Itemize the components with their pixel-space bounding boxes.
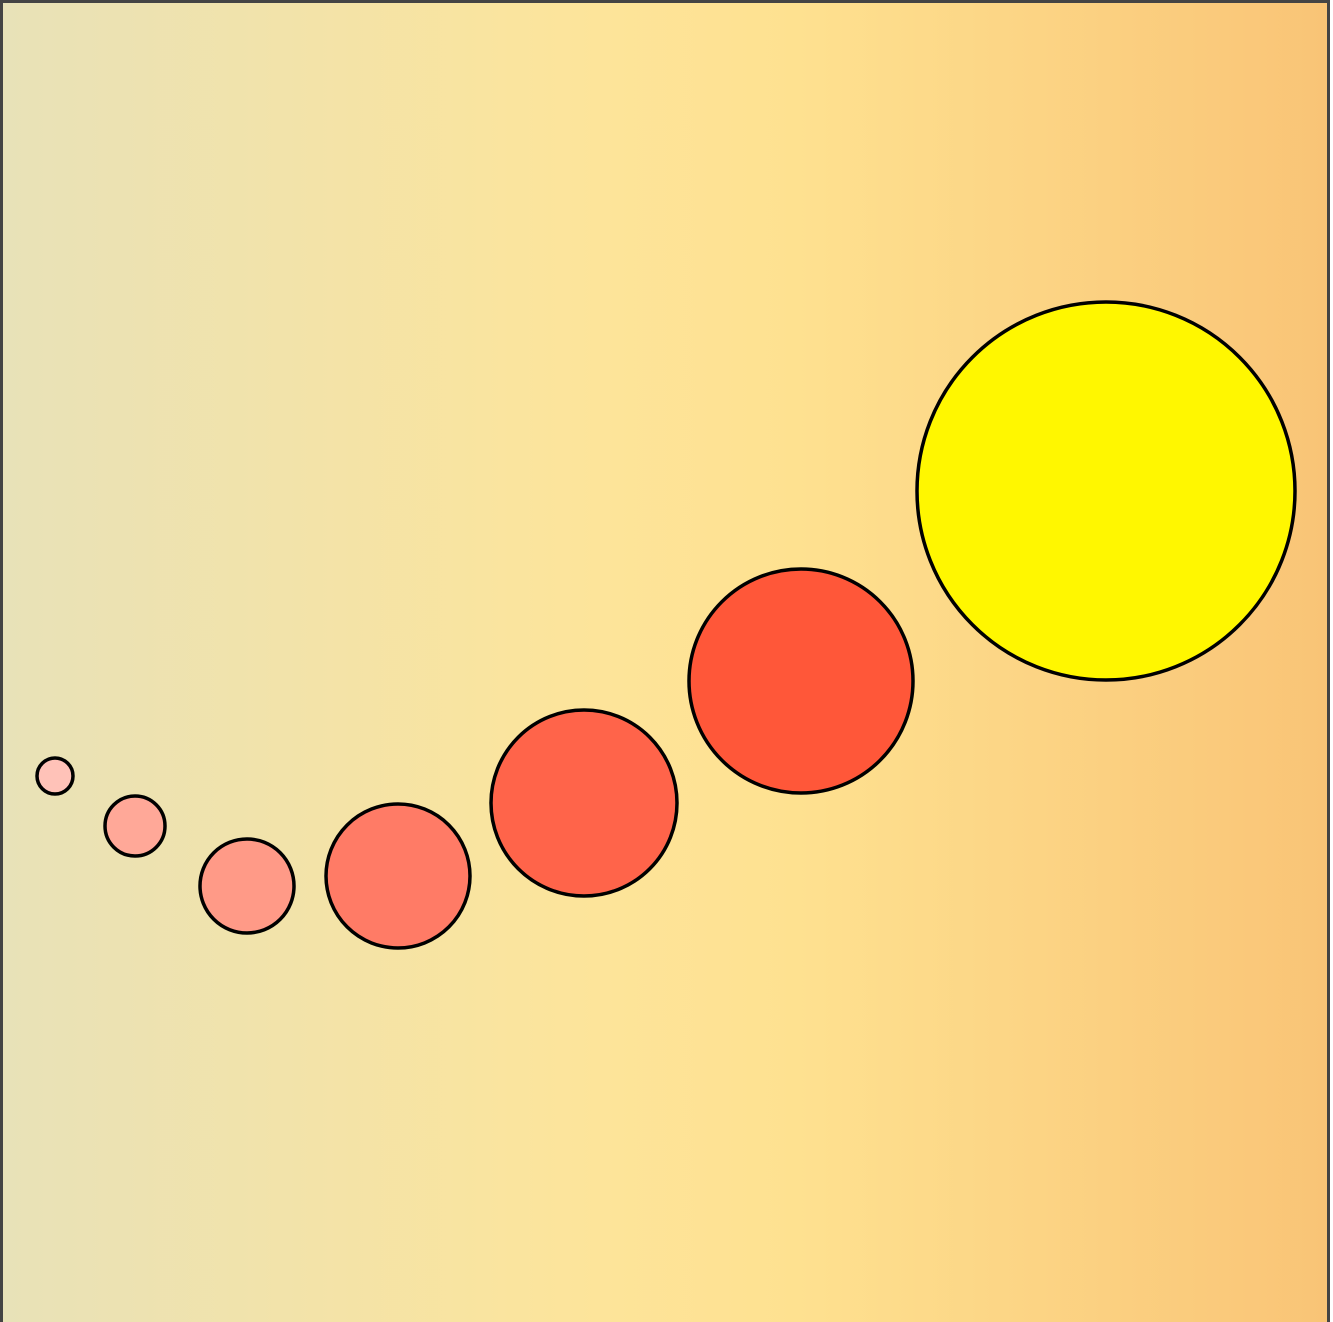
circle xyxy=(687,567,915,795)
circle xyxy=(35,756,75,796)
circle xyxy=(103,794,167,858)
circle xyxy=(915,300,1297,682)
circle xyxy=(198,837,296,935)
circle xyxy=(324,802,472,950)
circle xyxy=(489,708,679,898)
